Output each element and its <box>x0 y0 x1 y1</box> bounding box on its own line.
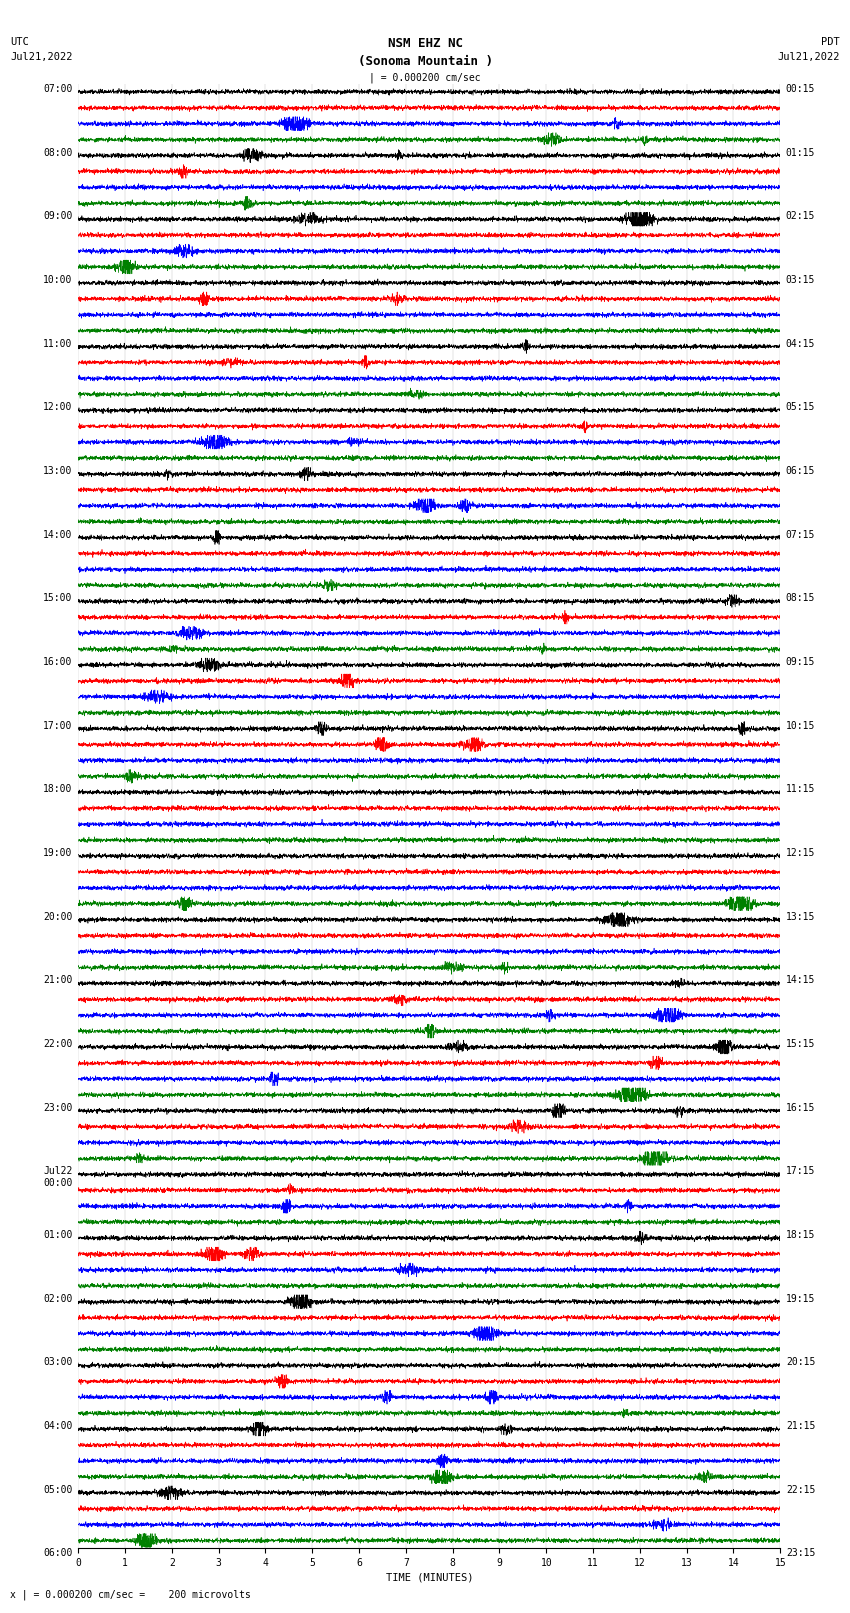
Text: 21:00: 21:00 <box>43 976 72 986</box>
Text: 13:00: 13:00 <box>43 466 72 476</box>
Text: 11:15: 11:15 <box>786 784 815 794</box>
Text: 12:00: 12:00 <box>43 402 72 413</box>
Text: 23:00: 23:00 <box>43 1103 72 1113</box>
Text: 06:00: 06:00 <box>43 1548 72 1558</box>
Text: 12:15: 12:15 <box>786 848 815 858</box>
Text: 18:15: 18:15 <box>786 1231 815 1240</box>
Text: 03:00: 03:00 <box>43 1358 72 1368</box>
Text: 06:15: 06:15 <box>786 466 815 476</box>
Text: 14:15: 14:15 <box>786 976 815 986</box>
Text: 13:15: 13:15 <box>786 911 815 921</box>
Text: 02:15: 02:15 <box>786 211 815 221</box>
Text: | = 0.000200 cm/sec: | = 0.000200 cm/sec <box>369 73 481 84</box>
Text: 01:00: 01:00 <box>43 1231 72 1240</box>
Text: 19:00: 19:00 <box>43 848 72 858</box>
Text: 17:00: 17:00 <box>43 721 72 731</box>
Text: 15:00: 15:00 <box>43 594 72 603</box>
Text: Jul21,2022: Jul21,2022 <box>10 52 73 61</box>
Text: 21:15: 21:15 <box>786 1421 815 1431</box>
Text: 05:15: 05:15 <box>786 402 815 413</box>
Text: 23:15: 23:15 <box>786 1548 815 1558</box>
Text: 14:00: 14:00 <box>43 529 72 540</box>
Text: 01:15: 01:15 <box>786 147 815 158</box>
Text: 04:00: 04:00 <box>43 1421 72 1431</box>
Text: 15:15: 15:15 <box>786 1039 815 1048</box>
Text: NSM EHZ NC: NSM EHZ NC <box>388 37 462 50</box>
Text: 16:15: 16:15 <box>786 1103 815 1113</box>
X-axis label: TIME (MINUTES): TIME (MINUTES) <box>386 1573 473 1582</box>
Text: 00:15: 00:15 <box>786 84 815 94</box>
Text: 05:00: 05:00 <box>43 1486 72 1495</box>
Text: UTC: UTC <box>10 37 29 47</box>
Text: 03:15: 03:15 <box>786 274 815 286</box>
Text: 18:00: 18:00 <box>43 784 72 794</box>
Text: 08:00: 08:00 <box>43 147 72 158</box>
Text: Jul22
00:00: Jul22 00:00 <box>43 1166 72 1189</box>
Text: 10:15: 10:15 <box>786 721 815 731</box>
Text: 20:15: 20:15 <box>786 1358 815 1368</box>
Text: 16:00: 16:00 <box>43 656 72 668</box>
Text: Jul21,2022: Jul21,2022 <box>777 52 840 61</box>
Text: 04:15: 04:15 <box>786 339 815 348</box>
Text: 08:15: 08:15 <box>786 594 815 603</box>
Text: 22:15: 22:15 <box>786 1486 815 1495</box>
Text: 17:15: 17:15 <box>786 1166 815 1176</box>
Text: 09:00: 09:00 <box>43 211 72 221</box>
Text: 07:15: 07:15 <box>786 529 815 540</box>
Text: 07:00: 07:00 <box>43 84 72 94</box>
Text: 22:00: 22:00 <box>43 1039 72 1048</box>
Text: 09:15: 09:15 <box>786 656 815 668</box>
Text: (Sonoma Mountain ): (Sonoma Mountain ) <box>358 55 492 68</box>
Text: x | = 0.000200 cm/sec =    200 microvolts: x | = 0.000200 cm/sec = 200 microvolts <box>10 1589 251 1600</box>
Text: 11:00: 11:00 <box>43 339 72 348</box>
Text: 02:00: 02:00 <box>43 1294 72 1303</box>
Text: 10:00: 10:00 <box>43 274 72 286</box>
Text: 20:00: 20:00 <box>43 911 72 921</box>
Text: PDT: PDT <box>821 37 840 47</box>
Text: 19:15: 19:15 <box>786 1294 815 1303</box>
